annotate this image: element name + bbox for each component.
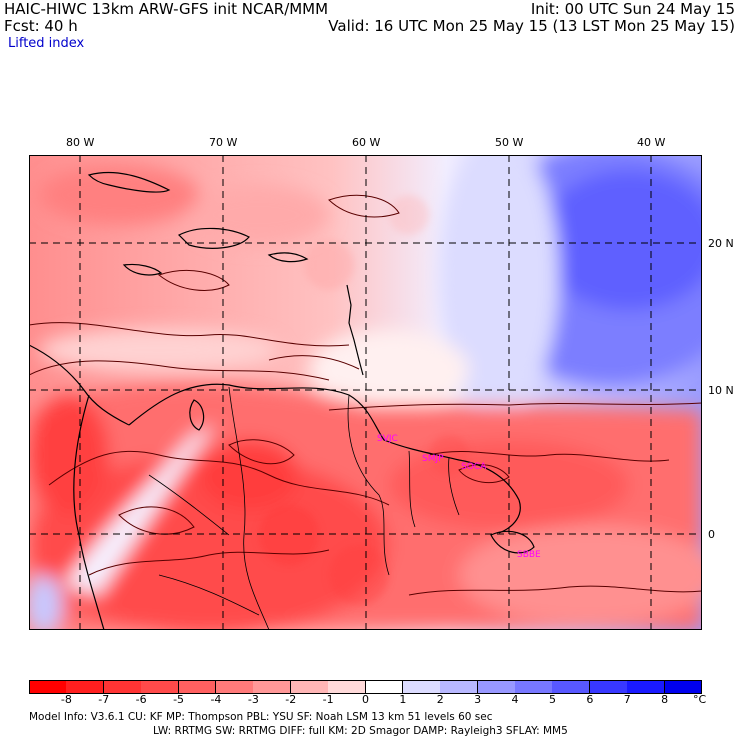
colorbar-unit: °C (693, 693, 707, 706)
colorbar-swatch (215, 680, 254, 694)
colorbar-label: 0 (362, 693, 369, 706)
station-sbbe: SBBE (517, 550, 541, 560)
colorbar-label: -8 (60, 693, 72, 706)
colorbar-swatch (402, 680, 441, 694)
colorbar-swatch (627, 680, 666, 694)
header-init-time: Init: 00 UTC Sun 24 May 15 (530, 0, 735, 18)
lon-label-80w: 80 W (66, 136, 95, 149)
colorbar-swatch (290, 680, 329, 694)
header-valid-time: Valid: 16 UTC Mon 25 May 15 (13 LST Mon … (328, 17, 735, 35)
colorbar-swatch (328, 680, 366, 694)
colorbar-label: 5 (548, 693, 556, 706)
footer-model-info: Model Info: V3.6.1 CU: KF MP: Thompson P… (29, 711, 493, 723)
colorbar-label: 7 (623, 693, 631, 706)
colorbar-label: -5 (173, 693, 185, 706)
colorbar-label: -3 (247, 693, 259, 706)
colorbar-labels: -8 -7 -6 -5 -4 -3 -2 -1 0 1 2 3 4 5 6 7 8 (0, 693, 740, 709)
lat-label-20n: 20 N (708, 237, 734, 250)
colorbar-swatch (440, 680, 479, 694)
colorbar-swatch (552, 680, 591, 694)
colorbar-label: 2 (436, 693, 444, 706)
colorbar-swatch (66, 680, 105, 694)
station-soca: SOCA (461, 462, 487, 472)
colorbar-label: -6 (135, 693, 147, 706)
colorbar-swatch (515, 680, 553, 694)
colorbar-label: 1 (399, 693, 407, 706)
lat-label-0: 0 (708, 528, 715, 541)
colorbar-label: -4 (210, 693, 222, 706)
colorbar-swatch (103, 680, 142, 694)
lon-label-40w: 40 W (637, 136, 666, 149)
lifted-index-map: SVJC SMJP SOCA SBBE (29, 155, 702, 630)
colorbar-label: 8 (661, 693, 669, 706)
colorbar-label: 6 (586, 693, 594, 706)
colorbar-swatch (589, 680, 628, 694)
colorbar-swatch (178, 680, 217, 694)
station-svjc: SVJC (377, 434, 398, 444)
colorbar-label: -7 (98, 693, 110, 706)
header-model-title: HAIC-HIWC 13km ARW-GFS init NCAR/MMM (4, 0, 329, 18)
header-forecast-hour: Fcst: 40 h (4, 17, 78, 35)
station-smjp: SMJP (422, 454, 444, 464)
lon-label-60w: 60 W (352, 136, 381, 149)
colorbar (29, 680, 703, 694)
lon-label-50w: 50 W (495, 136, 524, 149)
colorbar-label: -2 (285, 693, 297, 706)
colorbar-swatch (141, 680, 180, 694)
colorbar-swatch (477, 680, 516, 694)
footer-physics-info: LW: RRTMG SW: RRTMG DIFF: full KM: 2D Sm… (153, 725, 568, 737)
field-name: Lifted index (8, 36, 85, 51)
colorbar-swatch (253, 680, 292, 694)
colorbar-label: -1 (322, 693, 334, 706)
colorbar-label: 3 (474, 693, 482, 706)
lon-label-70w: 70 W (209, 136, 238, 149)
colorbar-label: 4 (511, 693, 519, 706)
lat-label-10n: 10 N (708, 384, 734, 397)
